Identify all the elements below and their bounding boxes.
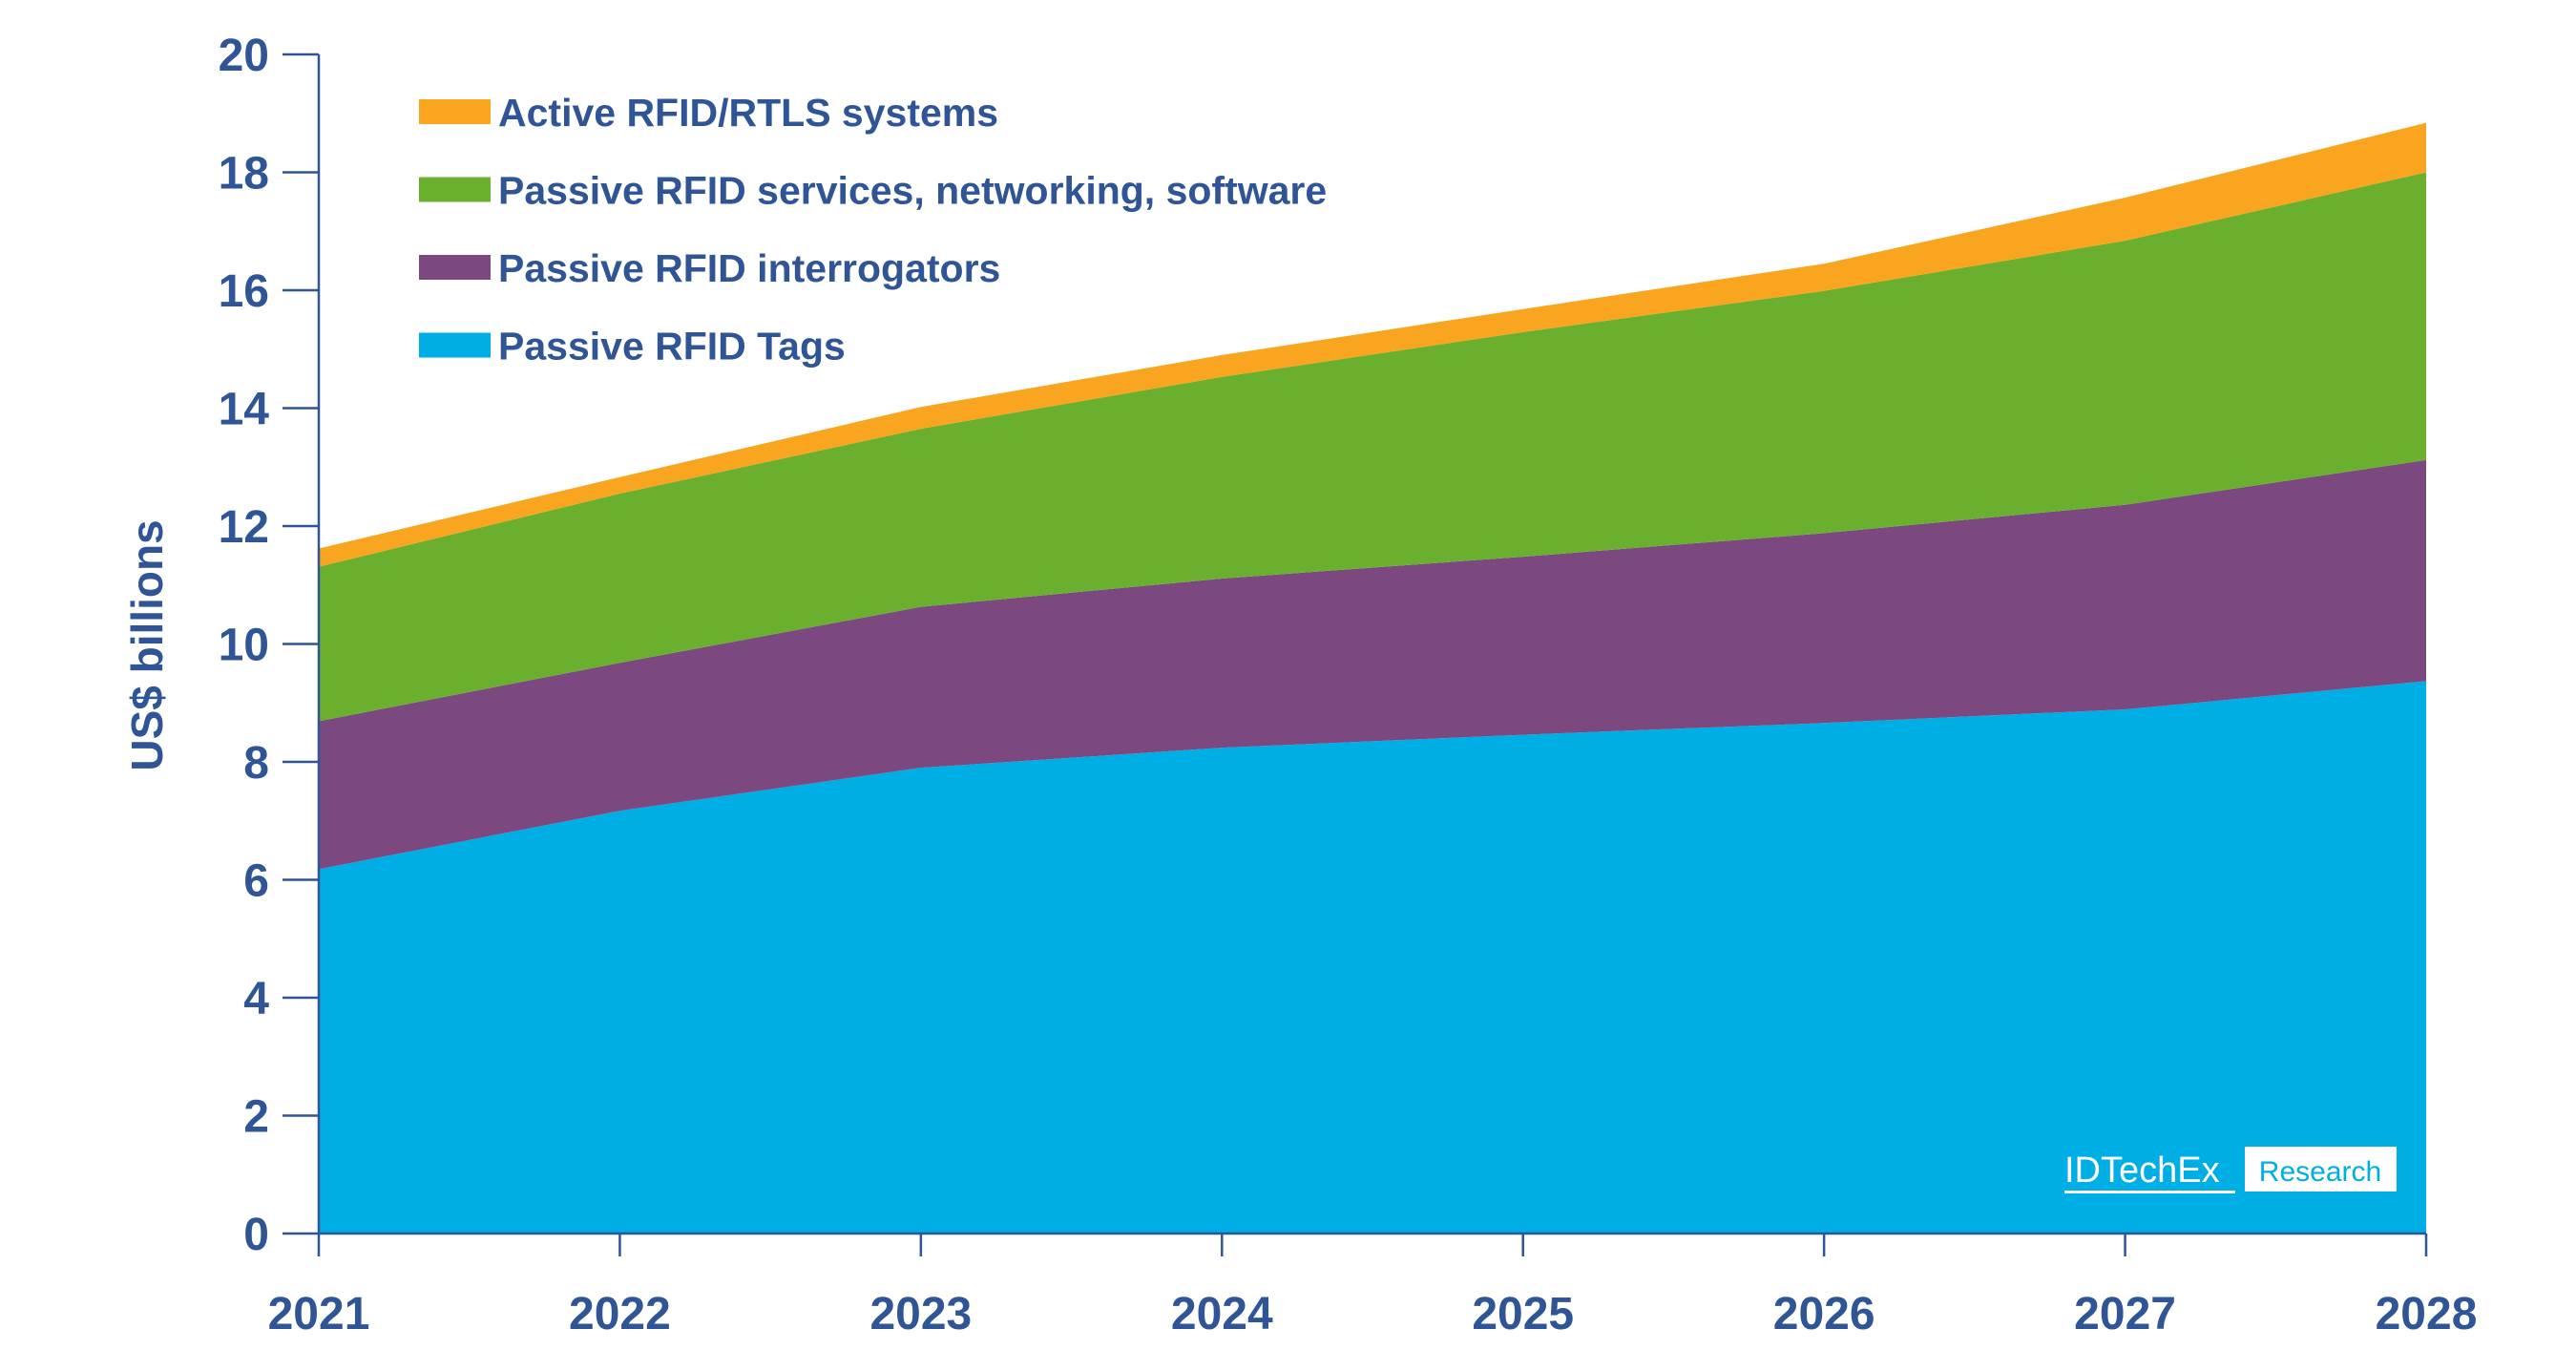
y-axis-label: US$ billions bbox=[122, 519, 172, 770]
area-passive-rfid-interrogators bbox=[319, 459, 2426, 870]
legend-swatch-passive-rfid-services-networking-software bbox=[419, 177, 491, 202]
legend: Active RFID/RTLS systems Passive RFID ser… bbox=[419, 91, 1327, 369]
legend-swatch-active-rfid-rtls-systems bbox=[419, 99, 491, 124]
area-passive-rfid-tags bbox=[319, 681, 2426, 1234]
area-passive-rfid-services-networking-software bbox=[319, 172, 2426, 722]
y-tick-label: 18 bbox=[219, 149, 269, 200]
logo-brand: IDTechEx bbox=[2064, 1150, 2220, 1191]
y-tick-label: 0 bbox=[243, 1210, 269, 1260]
y-tick-label: 12 bbox=[219, 502, 269, 553]
x-tick-label: 2022 bbox=[569, 1289, 671, 1339]
legend-label-passive-rfid-tags: Passive RFID Tags bbox=[498, 325, 846, 369]
x-tick-label: 2028 bbox=[2376, 1289, 2478, 1339]
x-tick-label: 2027 bbox=[2074, 1289, 2176, 1339]
y-tick-label: 8 bbox=[243, 738, 269, 789]
legend-swatch-passive-rfid-tags bbox=[419, 332, 491, 358]
y-tick-label: 16 bbox=[219, 266, 269, 317]
x-tick-label: 2025 bbox=[1472, 1289, 1574, 1339]
areas-layer bbox=[319, 122, 2426, 1234]
y-tick-label: 14 bbox=[219, 385, 270, 435]
x-tick-label: 2024 bbox=[1171, 1289, 1273, 1339]
area-active-rfid-rtls-systems bbox=[319, 122, 2426, 567]
y-tick-label: 4 bbox=[243, 974, 269, 1024]
legend-label-active-rfid-rtls-systems: Active RFID/RTLS systems bbox=[498, 91, 998, 135]
y-tick-label: 6 bbox=[243, 856, 269, 907]
x-tick-label: 2026 bbox=[1773, 1289, 1875, 1339]
x-tick-label: 2021 bbox=[268, 1289, 370, 1339]
idtechex-logo: IDTechEx Research bbox=[2064, 1147, 2397, 1193]
axes-layer: 0 2 4 6 8 10 12 14 16 18 20 2021 2022 2023 2024 2025 202… bbox=[122, 31, 2477, 1339]
y-tick-label: 2 bbox=[243, 1092, 269, 1143]
logo-research-box bbox=[2245, 1147, 2397, 1192]
legend-label-passive-rfid-services-networking-software: Passive RFID services, networking, softw… bbox=[498, 169, 1327, 213]
legend-swatch-passive-rfid-interrogators bbox=[419, 255, 491, 280]
legend-label-passive-rfid-interrogators: Passive RFID interrogators bbox=[498, 246, 1000, 290]
logo-suffix: Research bbox=[2259, 1156, 2381, 1188]
logo-underline bbox=[2064, 1191, 2235, 1193]
x-tick-label: 2023 bbox=[869, 1289, 972, 1339]
y-tick-label: 10 bbox=[219, 621, 269, 671]
y-tick-label: 20 bbox=[219, 31, 269, 81]
